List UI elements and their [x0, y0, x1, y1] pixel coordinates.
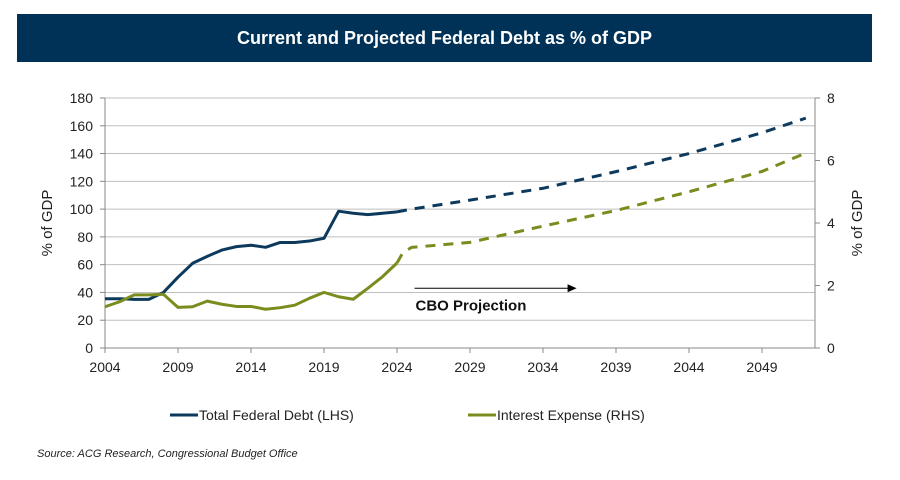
- x-tick-label: 2009: [162, 359, 193, 375]
- y-tick-label: 140: [70, 146, 94, 162]
- y-tick-label: 60: [77, 257, 93, 273]
- series-line-actual: [104, 261, 399, 311]
- legend-label: Total Federal Debt (LHS): [199, 407, 354, 423]
- y-tick-label: 160: [70, 118, 94, 134]
- x-tick-label: 2014: [235, 359, 266, 375]
- x-tick-label: 2044: [673, 359, 704, 375]
- x-tick-label: 2004: [89, 359, 120, 375]
- projection-label: CBO Projection: [416, 297, 527, 314]
- y2-tick-label: 4: [827, 215, 835, 231]
- y-tick-label: 80: [77, 229, 93, 245]
- y-tick-label: 180: [70, 90, 94, 106]
- x-tick-label: 2019: [308, 359, 339, 375]
- y-tick-label: 120: [70, 173, 94, 189]
- series-line-projected: [395, 151, 807, 264]
- y-tick-label: 40: [77, 284, 93, 300]
- series-line-projected: [396, 116, 807, 214]
- y2-tick-label: 2: [827, 278, 835, 294]
- series-line-actual: [105, 209, 398, 301]
- y2-tick-label: 6: [827, 153, 835, 169]
- x-tick-label: 2024: [381, 359, 412, 375]
- x-tick-label: 2049: [746, 359, 777, 375]
- y-tick-label: 20: [77, 312, 93, 328]
- chart-title: Current and Projected Federal Debt as % …: [17, 14, 872, 62]
- source-note: Source: ACG Research, Congressional Budg…: [37, 448, 298, 460]
- legend-label: Interest Expense (RHS): [497, 407, 645, 423]
- y2-axis-label: % of GDP: [849, 190, 866, 257]
- x-tick-label: 2029: [454, 359, 485, 375]
- y2-tick-label: 8: [827, 90, 835, 106]
- y2-tick-label: 0: [827, 340, 835, 356]
- projection-arrow-head: [567, 284, 577, 293]
- x-tick-label: 2034: [527, 359, 558, 375]
- y-axis-label: % of GDP: [39, 190, 56, 257]
- y-tick-label: 0: [85, 340, 93, 356]
- y-tick-label: 100: [70, 201, 94, 217]
- x-tick-label: 2039: [600, 359, 631, 375]
